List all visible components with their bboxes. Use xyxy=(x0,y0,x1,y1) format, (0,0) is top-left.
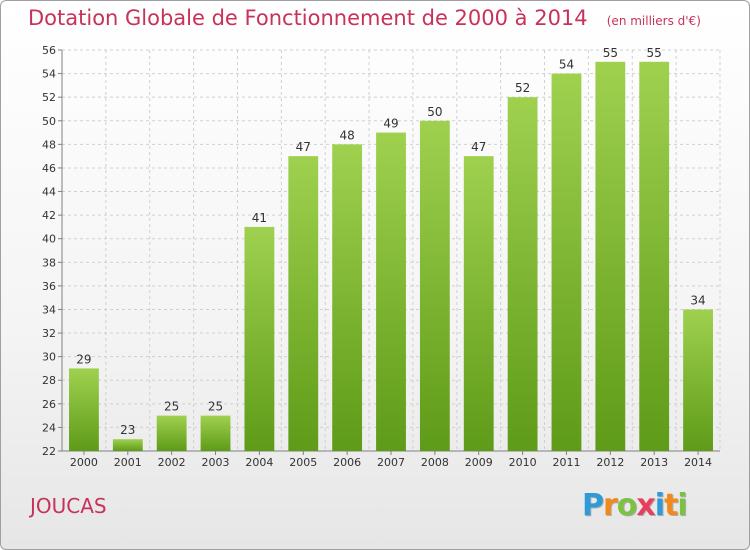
logo-letter: i xyxy=(654,488,665,523)
bar-value-label: 47 xyxy=(471,140,486,154)
y-tick-label: 40 xyxy=(42,233,56,246)
y-tick-label: 36 xyxy=(42,280,56,293)
x-tick-label: 2008 xyxy=(421,456,449,469)
bar-value-label: 29 xyxy=(76,352,91,366)
bar-value-label: 49 xyxy=(383,117,398,131)
x-tick-label: 2009 xyxy=(465,456,493,469)
bar-value-label: 50 xyxy=(427,105,442,119)
bar xyxy=(288,156,319,451)
y-tick-label: 28 xyxy=(42,374,56,387)
bar-value-label: 25 xyxy=(164,400,179,414)
logo-letter: i xyxy=(677,488,687,523)
bar xyxy=(244,226,275,451)
bar xyxy=(332,144,363,451)
bar-value-label: 25 xyxy=(208,400,223,414)
bar-value-label: 52 xyxy=(515,81,530,95)
x-tick-label: 2001 xyxy=(114,456,142,469)
logo-letter: t xyxy=(664,488,678,523)
x-tick-label: 2003 xyxy=(202,456,230,469)
x-tick-label: 2000 xyxy=(70,456,98,469)
bar-value-label: 55 xyxy=(603,46,618,60)
bar-value-label: 48 xyxy=(339,128,354,142)
bar-value-label: 55 xyxy=(647,46,662,60)
bar xyxy=(376,132,406,451)
bar-value-label: 34 xyxy=(690,293,705,307)
x-tick-label: 2013 xyxy=(640,456,668,469)
bar xyxy=(112,439,143,451)
logo-letter: o xyxy=(616,488,638,523)
chart-title: Dotation Globale de Fonctionnement de 20… xyxy=(28,6,588,30)
commune-name: JOUCAS xyxy=(30,494,107,518)
bar xyxy=(639,61,670,451)
y-tick-label: 48 xyxy=(42,138,56,151)
x-tick-label: 2012 xyxy=(596,456,624,469)
bar xyxy=(419,120,450,451)
x-tick-label: 2007 xyxy=(377,456,405,469)
bar xyxy=(463,156,494,451)
bar-value-label: 47 xyxy=(296,140,311,154)
y-tick-label: 42 xyxy=(42,209,56,222)
bars xyxy=(69,61,713,452)
y-tick-label: 56 xyxy=(42,44,56,57)
x-tick-label: 2011 xyxy=(552,456,580,469)
bar-value-label: 54 xyxy=(559,58,574,72)
x-tick-label: 2005 xyxy=(289,456,317,469)
y-tick-label: 52 xyxy=(42,91,56,104)
x-tick-label: 2010 xyxy=(509,456,537,469)
y-tick-label: 44 xyxy=(42,186,56,199)
logo-letter: P xyxy=(582,488,604,523)
x-tick-label: 2006 xyxy=(333,456,361,469)
x-tick-label: 2002 xyxy=(158,456,186,469)
y-tick-label: 50 xyxy=(42,115,56,128)
y-tick-label: 34 xyxy=(42,303,56,316)
bar xyxy=(683,309,713,451)
title-row: Dotation Globale de Fonctionnement de 20… xyxy=(28,6,701,30)
bar xyxy=(507,97,538,452)
bar-value-label: 41 xyxy=(252,211,267,225)
bar-value-label: 23 xyxy=(120,423,135,437)
bar xyxy=(69,368,99,451)
y-tick-label: 54 xyxy=(42,68,56,81)
logo-letter: r xyxy=(603,488,618,523)
y-tick-label: 32 xyxy=(42,327,56,340)
y-tick-label: 26 xyxy=(42,398,56,411)
data-labels: 29 23 25 25 41 47 48 49 50 47 52 54 55 55 34 xyxy=(76,46,705,437)
y-tick-label: 38 xyxy=(42,256,56,269)
bar xyxy=(551,73,582,452)
x-tick-label: 2004 xyxy=(245,456,273,469)
y-tick-label: 24 xyxy=(42,421,56,434)
bar xyxy=(200,415,231,451)
y-tick-label: 30 xyxy=(42,351,56,364)
bar xyxy=(156,415,187,451)
x-tick-label: 2014 xyxy=(684,456,712,469)
logo-letter: x xyxy=(636,488,655,523)
y-tick-label: 22 xyxy=(42,445,56,458)
bar xyxy=(595,61,626,451)
axes: 22 24 26 28 30 32 34 36 38 40 42 44 46 48 50 52 54 56 2000… xyxy=(42,44,720,469)
y-tick-label: 46 xyxy=(42,162,56,175)
proxiti-logo[interactable]: Proxiti xyxy=(582,488,688,523)
chart-unit: (en milliers d'€) xyxy=(606,14,701,28)
